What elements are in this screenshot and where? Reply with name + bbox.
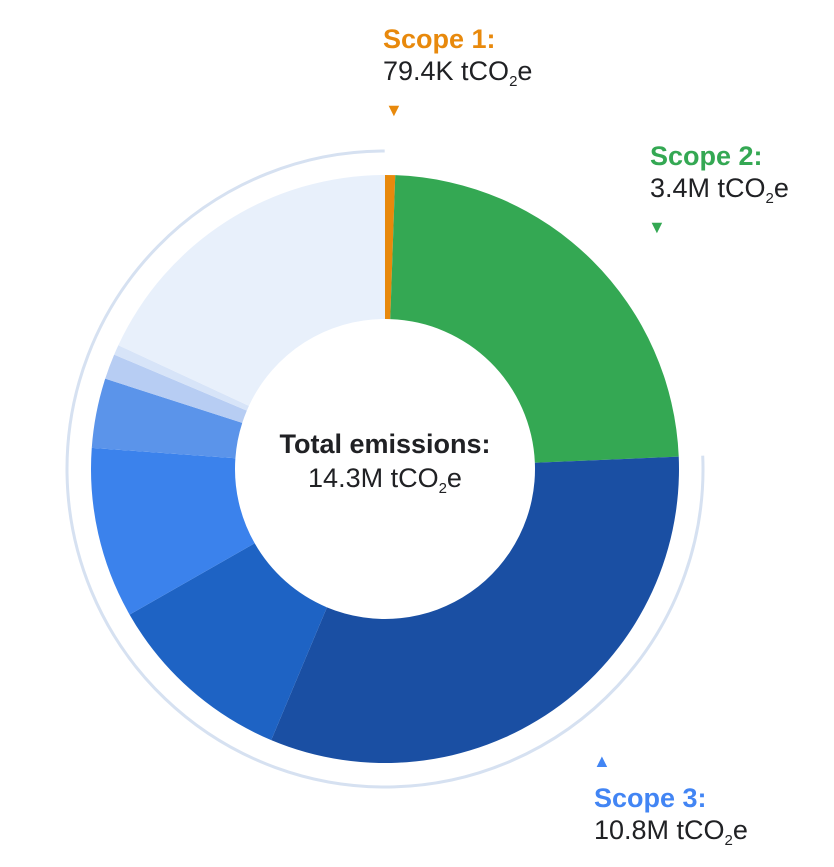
scope3-value-prefix: 10.8M tCO bbox=[594, 814, 725, 845]
slice-scope3-part-1 bbox=[271, 456, 679, 763]
scope2-value-prefix: 3.4M tCO bbox=[650, 172, 766, 203]
scope1-title: Scope 1: bbox=[383, 24, 496, 54]
scope2-marker-icon: ▼ bbox=[648, 217, 666, 237]
slice-scope3-part-7 bbox=[118, 175, 385, 406]
total-emissions-title: Total emissions: bbox=[279, 429, 491, 459]
scope1-value-sub: 2 bbox=[509, 72, 518, 90]
slice-scope3-part-4 bbox=[91, 378, 243, 459]
scope3-value: 10.8M tCO2e bbox=[594, 814, 748, 849]
scope1-marker-icon: ▼ bbox=[385, 100, 403, 120]
scope1-value-suffix: e bbox=[517, 55, 533, 86]
donut-slices bbox=[91, 175, 679, 763]
scope1-value-prefix: 79.4K tCO bbox=[383, 55, 510, 86]
scope2-value-suffix: e bbox=[773, 172, 789, 203]
total-value-sub: 2 bbox=[438, 479, 447, 497]
scope2-title: Scope 2: bbox=[650, 141, 763, 171]
scope2-label: Scope 2: 3.4M tCO2e bbox=[650, 141, 789, 207]
scope1-value: 79.4K tCO2e bbox=[383, 55, 533, 90]
scope3-label: Scope 3: 10.8M tCO2e bbox=[594, 783, 748, 849]
slice-scope3-part-3 bbox=[91, 447, 255, 615]
scope3-outer-ring bbox=[65, 149, 705, 789]
scope2-value: 3.4M tCO2e bbox=[650, 172, 789, 207]
slice-scope3-part-2 bbox=[129, 543, 327, 741]
scope3-title: Scope 3: bbox=[594, 783, 707, 813]
scope3-value-suffix: e bbox=[732, 814, 748, 845]
total-value-prefix: 14.3M tCO bbox=[308, 462, 439, 493]
total-emissions-value: 14.3M tCO2e bbox=[230, 462, 540, 496]
scope3-value-sub: 2 bbox=[724, 831, 733, 849]
slice-scope3-part-6 bbox=[114, 345, 249, 411]
slice-scope3-part-5 bbox=[105, 354, 247, 423]
scope1-label: Scope 1: 79.4K tCO2e bbox=[383, 24, 533, 90]
total-emissions-label: Total emissions: 14.3M tCO2e bbox=[230, 428, 540, 496]
slice-scope2 bbox=[390, 175, 679, 463]
scope3-ring-arc bbox=[65, 149, 705, 789]
total-value-suffix: e bbox=[446, 462, 462, 493]
scope2-value-sub: 2 bbox=[765, 189, 774, 207]
slice-scope1 bbox=[385, 175, 396, 320]
scope3-marker-icon: ▲ bbox=[593, 751, 611, 771]
